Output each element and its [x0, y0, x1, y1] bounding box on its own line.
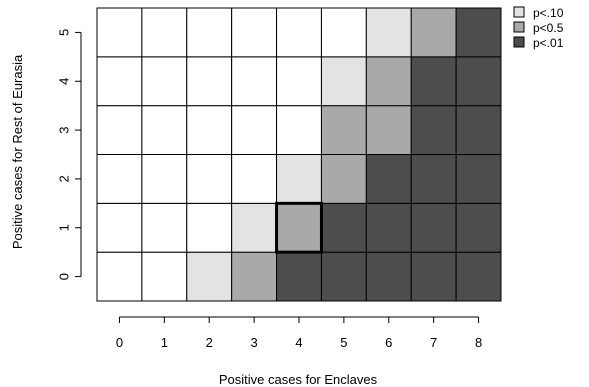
heatmap-cell-0-0 — [96, 251, 143, 302]
x-tick-label-2: 2 — [206, 335, 213, 350]
x-tick-label-0: 0 — [116, 335, 123, 350]
legend-label-p05: p<0.5 — [533, 21, 564, 35]
heatmap-cell-2-4 — [186, 56, 233, 107]
heatmap-cell-7-1 — [410, 202, 457, 253]
x-tick-label-6: 6 — [385, 335, 392, 350]
heatmap-cell-0-1 — [96, 202, 143, 253]
heatmap-cell-5-3 — [320, 105, 367, 155]
heatmap-cell-3-5 — [231, 7, 278, 58]
heatmap-cell-8-3 — [455, 105, 502, 155]
heatmap-cell-2-0 — [186, 251, 233, 302]
y-axis-label: Positive cases for Rest of Eurasia — [10, 54, 25, 249]
heatmap-cell-3-3 — [231, 105, 278, 155]
heatmap-cell-8-2 — [455, 154, 502, 204]
y-tick-label-2: 2 — [56, 175, 71, 182]
heatmap-cell-8-5 — [455, 7, 502, 58]
y-tick-label-5: 5 — [56, 29, 71, 36]
legend-label-p10: p<.10 — [533, 6, 564, 20]
heatmap-cell-0-4 — [96, 56, 143, 107]
y-tick-label-1: 1 — [56, 224, 71, 231]
legend-swatch-p10 — [513, 6, 525, 18]
heatmap-cell-1-2 — [141, 154, 188, 204]
heatmap-cells — [96, 7, 502, 302]
y-tick-label-0: 0 — [56, 273, 71, 280]
x-tick-label-3: 3 — [250, 335, 257, 350]
heatmap-cell-1-3 — [141, 105, 188, 155]
heatmap-cell-8-4 — [455, 56, 502, 107]
heatmap-cell-3-4 — [231, 56, 278, 107]
x-tick-label-7: 7 — [430, 335, 437, 350]
heatmap-cell-8-0 — [455, 251, 502, 302]
heatmap-cell-3-1 — [231, 202, 278, 253]
heatmap-cell-5-1 — [320, 202, 367, 253]
legend: p<.10p<0.5p<.01 — [513, 6, 564, 50]
x-tick-label-4: 4 — [295, 335, 302, 350]
x-axis-label: Positive cases for Enclaves — [219, 372, 378, 387]
heatmap-cell-6-2 — [365, 154, 412, 204]
heatmap-cell-3-0 — [231, 251, 278, 302]
highlight-layer — [275, 201, 323, 254]
legend-swatch-p05 — [513, 21, 525, 33]
heatmap-cell-4-1 — [276, 202, 322, 253]
heatmap-cell-7-0 — [410, 251, 457, 302]
heatmap-cell-5-4 — [320, 56, 367, 107]
heatmap-cell-7-3 — [410, 105, 457, 155]
heatmap-cell-2-1 — [186, 202, 233, 253]
heatmap-cell-0-3 — [96, 105, 143, 155]
y-tick-label-3: 3 — [56, 126, 71, 133]
x-tick-label-5: 5 — [340, 335, 347, 350]
legend-label-p01: p<.01 — [533, 36, 564, 50]
heatmap-cell-0-5 — [96, 7, 143, 58]
x-tick-label-1: 1 — [161, 335, 168, 350]
heatmap-cell-1-4 — [141, 56, 188, 107]
heatmap-cell-5-0 — [320, 251, 367, 302]
heatmap-cell-6-3 — [365, 105, 412, 155]
heatmap-cell-8-1 — [455, 202, 502, 253]
highlighted-cell — [275, 201, 323, 254]
y-axis: 0 1 2 3 4 5 — [56, 29, 82, 280]
heatmap-cell-2-5 — [186, 7, 233, 58]
heatmap-cell-2-2 — [186, 154, 233, 204]
heatmap-cell-2-3 — [186, 105, 233, 155]
heatmap-cell-1-0 — [141, 251, 188, 302]
heatmap-cell-6-1 — [365, 202, 412, 253]
x-axis: 0 1 2 3 4 5 6 7 8 — [116, 316, 482, 350]
heatmap-cell-4-4 — [276, 56, 322, 107]
heatmap-cell-4-2 — [276, 154, 322, 204]
heatmap-cell-6-5 — [365, 7, 412, 58]
heatmap-cell-5-2 — [320, 154, 367, 204]
heatmap-cell-4-3 — [276, 105, 322, 155]
heatmap-cell-4-0 — [276, 251, 322, 302]
x-tick-label-8: 8 — [475, 335, 482, 350]
heatmap-cell-4-5 — [276, 7, 322, 58]
heatmap-cell-0-2 — [96, 154, 143, 204]
heatmap-cell-1-5 — [141, 7, 188, 58]
heatmap-cell-6-0 — [365, 251, 412, 302]
y-tick-label-4: 4 — [56, 78, 71, 85]
heatmap-cell-7-4 — [410, 56, 457, 107]
heatmap-cell-3-2 — [231, 154, 278, 204]
heatmap-cell-5-5 — [320, 7, 367, 58]
heatmap-cell-1-1 — [141, 202, 188, 253]
heatmap-cell-6-4 — [365, 56, 412, 107]
heatmap-cell-7-5 — [410, 7, 457, 58]
heatmap-cell-7-2 — [410, 154, 457, 204]
legend-swatch-p01 — [513, 36, 525, 48]
